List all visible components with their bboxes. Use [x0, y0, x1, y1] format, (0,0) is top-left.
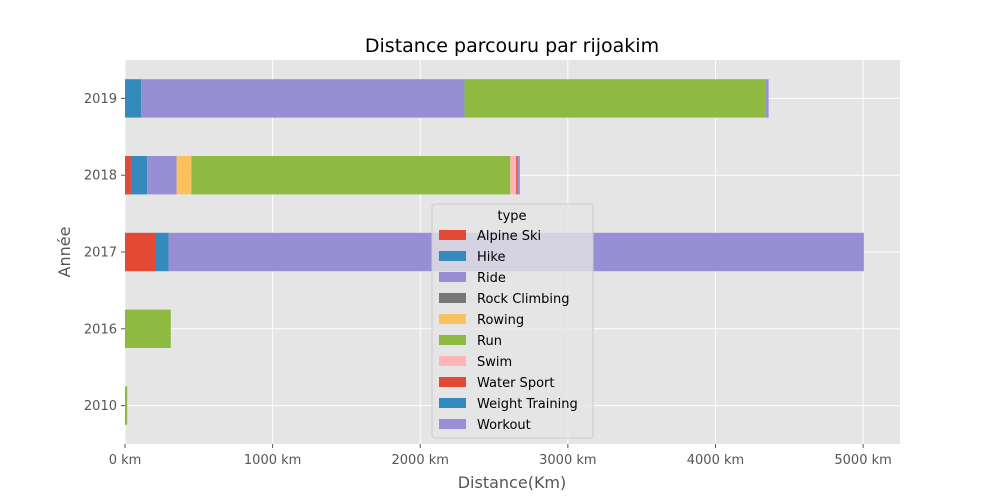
chart-title: Distance parcouru par rijoakim	[365, 35, 659, 57]
x-tick-label: 5000 km	[834, 453, 891, 468]
bar-segment	[130, 156, 148, 195]
bar-segment	[765, 79, 769, 118]
legend-swatch	[439, 251, 466, 261]
legend-swatch	[439, 356, 466, 366]
bar-segment	[516, 156, 518, 195]
bar-segment	[125, 232, 156, 272]
x-tick-label: 3000 km	[539, 453, 596, 468]
legend-label: Alpine Ski	[477, 229, 541, 244]
x-tick-label: 1000 km	[244, 453, 301, 468]
legend-swatch	[439, 419, 466, 429]
bar-segment	[125, 309, 171, 348]
y-tick-label: 2016	[84, 322, 117, 337]
y-axis-label: Année	[55, 227, 74, 278]
bar-segment	[510, 156, 517, 195]
legend-label: Weight Training	[477, 397, 578, 412]
ticks-layer: 0 km 1000 km 2000 km 3000 km 4000 km 5000 km 2…	[84, 92, 892, 468]
x-tick-label: 2000 km	[392, 453, 449, 468]
legend-swatch	[439, 230, 466, 240]
legend-label: Water Sport	[477, 376, 554, 391]
bar-segment	[125, 79, 142, 118]
legend: type Alpine Ski Hike Ride Rock Climbing Rowi…	[431, 203, 594, 439]
legend-title: type	[497, 209, 526, 224]
legend-swatch	[439, 314, 466, 324]
legend-label: Run	[477, 334, 502, 349]
legend-label: Rowing	[477, 313, 524, 328]
legend-swatch	[439, 377, 466, 387]
y-tick-label: 2017	[84, 246, 117, 261]
x-tick-label: 0 km	[109, 453, 142, 468]
x-axis-label: Distance(Km)	[458, 473, 567, 492]
bar-segment	[464, 79, 766, 118]
legend-swatch	[439, 335, 466, 345]
legend-box	[431, 203, 594, 439]
bar-segment	[141, 79, 465, 118]
y-tick-label: 2019	[84, 92, 117, 107]
legend-label: Hike	[477, 250, 505, 265]
legend-label: Swim	[477, 355, 512, 370]
legend-swatch	[439, 293, 466, 303]
legend-swatch	[439, 398, 466, 408]
legend-label: Workout	[477, 418, 531, 433]
y-tick-label: 2018	[84, 169, 117, 184]
bar-segment	[125, 156, 131, 195]
bar-segment	[176, 156, 192, 195]
bar-segment	[147, 156, 177, 195]
bar-segment	[517, 156, 520, 195]
x-tick-label: 4000 km	[687, 453, 744, 468]
bar-segment	[125, 386, 128, 425]
legend-label: Ride	[477, 271, 506, 286]
legend-items: Alpine Ski Hike Ride Rock Climbing Rowing Run…	[439, 229, 578, 433]
bar-segment	[191, 156, 511, 195]
legend-label: Rock Climbing	[477, 292, 570, 307]
bar-segment	[156, 232, 169, 272]
y-tick-label: 2010	[84, 399, 117, 414]
legend-swatch	[439, 272, 466, 282]
